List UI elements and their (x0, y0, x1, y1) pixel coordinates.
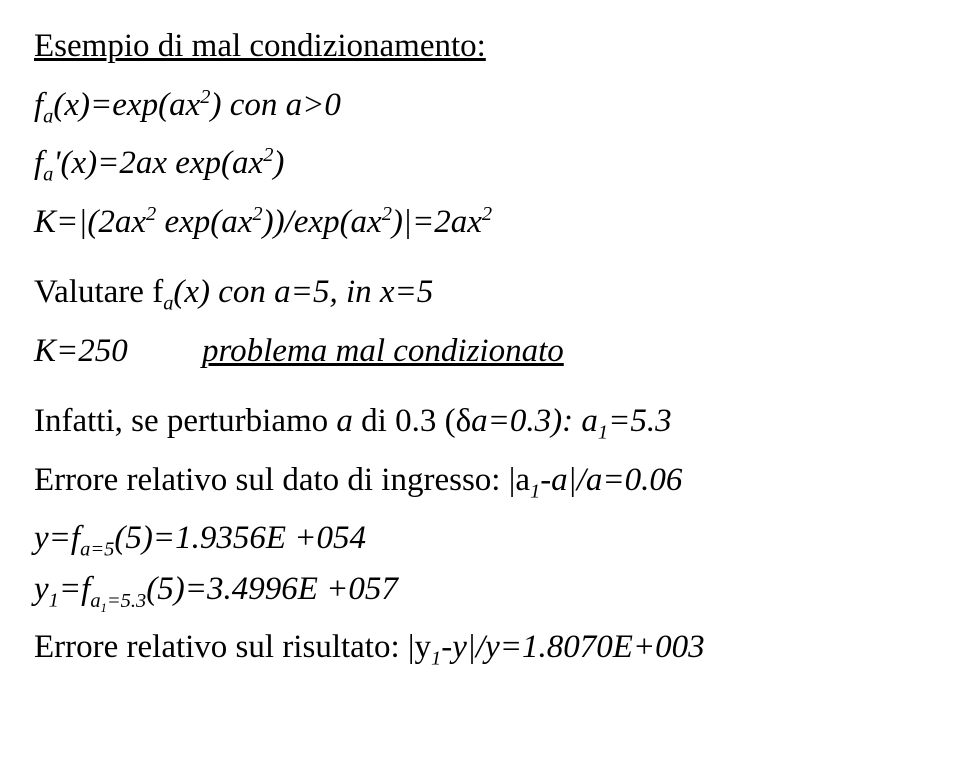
eq3-mid3: )|=2ax (392, 204, 482, 240)
line6: Infatti, se perturbiamo a di 0.3 (δa=0.3… (34, 399, 926, 444)
line9-sub2c: =5.3 (107, 590, 146, 612)
eq2-pre: f (34, 145, 43, 181)
line7-a: Errore relativo sul dato di ingresso: |a (34, 462, 530, 498)
line10-a: Errore relativo sul risultato: |y (34, 629, 431, 665)
line7-sub: 1 (530, 480, 540, 502)
eq3: K=|(2ax2 exp(ax2))/exp(ax2)|=2ax2 (34, 200, 926, 245)
eq1-sub: a (43, 105, 53, 127)
line9-sub2a: a (90, 590, 100, 612)
eq3-mid2: ))/exp(ax (263, 204, 382, 240)
line6-sub: 1 (598, 422, 608, 444)
eq3-pre: K=|(2ax (34, 204, 146, 240)
delta-icon: δ (456, 403, 472, 439)
title-text: Esempio di mal condizionamento: (34, 28, 486, 64)
line8-a: y=f (34, 520, 80, 556)
eq4: Valutare fa(x) con a=5, in x=5 (34, 270, 926, 315)
eq1-sup: 2 (200, 86, 210, 108)
eq1-pre: f (34, 87, 43, 123)
eq1-cond: con a>0 (221, 87, 340, 123)
eq2: fa'(x)=2ax exp(ax2) (34, 141, 926, 186)
line6-b: a (336, 403, 353, 439)
eq3-sup2: 2 (252, 203, 262, 225)
eq2-mid: (x)=2ax exp(ax (60, 145, 263, 181)
line9-sub1: 1 (49, 590, 59, 612)
line6-d: a=0.3): a (471, 403, 598, 439)
line8-sub: a=5 (80, 539, 114, 561)
line10-b: -y|/y=1.8070E+003 (441, 629, 704, 665)
eq2-sup: 2 (263, 144, 273, 166)
line8: y=fa=5(5)=1.9356E +054 (34, 516, 926, 561)
document-page: Esempio di mal condizionamento: fa(x)=ex… (0, 0, 960, 670)
eq1-close: ) (210, 87, 221, 123)
eq2-sub: a (43, 164, 53, 186)
eq4-pre: Valutare f (34, 274, 163, 310)
line7-b: -a|/a=0.06 (540, 462, 682, 498)
line8-b: (5)=1.9356E +054 (114, 520, 366, 556)
eq3-sup3: 2 (382, 203, 392, 225)
line9-a: y (34, 571, 49, 607)
eq3-sup1: 2 (146, 203, 156, 225)
eq4-post: (x) con a=5, in x=5 (173, 274, 433, 310)
eq2-close: ) (273, 145, 284, 181)
line10-sub: 1 (431, 648, 441, 670)
eq3-sup4: 2 (482, 203, 492, 225)
eq4-sub: a (163, 293, 173, 315)
eq1-mid: (x)=exp(ax (53, 87, 200, 123)
eq5-lhs: K=250 (34, 329, 202, 374)
eq1: fa(x)=exp(ax2) con a>0 (34, 83, 926, 128)
eq3-mid1: exp(ax (156, 204, 252, 240)
eq5-rhs: problema mal condizionato (202, 329, 564, 374)
line9-c: (5)=3.4996E +057 (146, 571, 398, 607)
line9-b: =f (59, 571, 90, 607)
line7: Errore relativo sul dato di ingresso: |a… (34, 458, 926, 503)
line6-c: di 0.3 ( (353, 403, 456, 439)
line9: y1=fa1=5.3(5)=3.4996E +057 (34, 567, 926, 612)
eq5: K=250 problema mal condizionato (34, 329, 926, 374)
line6-a: Infatti, se perturbiamo (34, 403, 336, 439)
title-line: Esempio di mal condizionamento: (34, 24, 926, 69)
line6-e: =5.3 (608, 403, 672, 439)
line9-sub2: a1=5.3 (90, 590, 146, 612)
line10: Errore relativo sul risultato: |y1-y|/y=… (34, 625, 926, 670)
